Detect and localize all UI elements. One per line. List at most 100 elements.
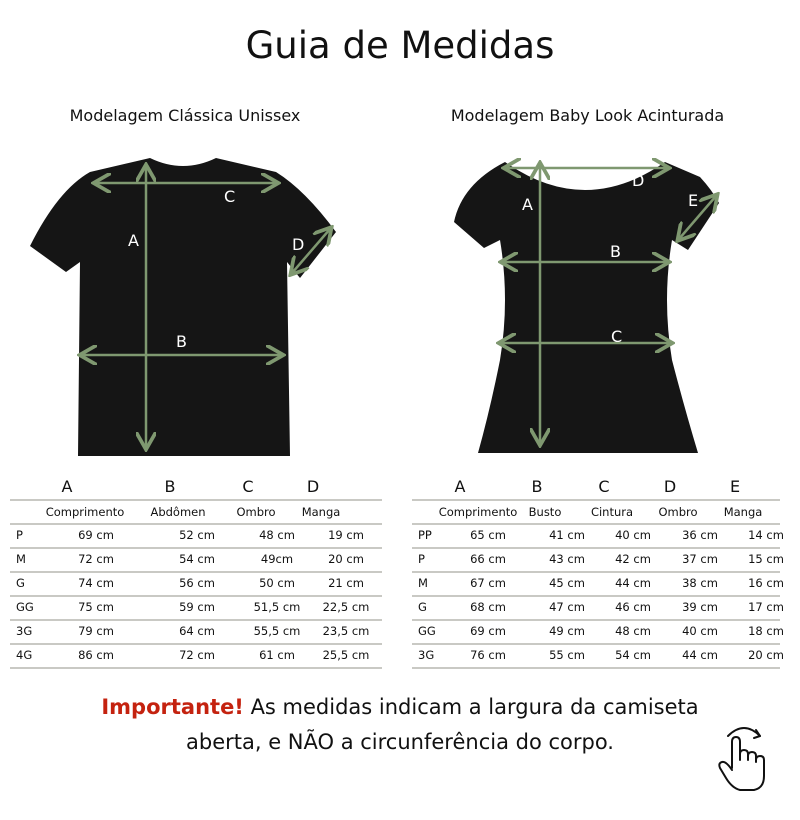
label-a: A <box>522 195 533 214</box>
measurement-value: 15 cm <box>748 552 784 566</box>
babylook-subtitle: Modelagem Baby Look Acinturada <box>450 106 725 125</box>
table-divider <box>412 523 780 525</box>
column-letter: D <box>306 477 320 496</box>
measurement-value: 49cm <box>260 552 294 566</box>
label-b: B <box>610 242 621 261</box>
measurement-value: 43 cm <box>549 552 585 566</box>
column-header: Comprimento <box>438 505 518 519</box>
measurement-value: 69 cm <box>470 624 506 638</box>
measurement-value: 45 cm <box>549 576 585 590</box>
measurement-value: 65 cm <box>470 528 506 542</box>
table-divider <box>412 643 780 645</box>
measurement-value: 41 cm <box>549 528 585 542</box>
table-divider <box>10 571 382 573</box>
column-header: Abdômen <box>150 505 206 519</box>
measurement-value: 76 cm <box>470 648 506 662</box>
column-letter: B <box>531 477 543 496</box>
measurement-value: 56 cm <box>179 576 215 590</box>
column-header: Manga <box>723 505 763 519</box>
column-header: Busto <box>528 505 562 519</box>
column-header: Ombro <box>658 505 698 519</box>
table-divider <box>10 643 382 645</box>
page-title: Guia de Medidas <box>245 24 555 67</box>
measurement-value: 86 cm <box>78 648 114 662</box>
measurement-value: 25,5 cm <box>322 648 370 662</box>
hand-swipe-icon <box>718 727 765 791</box>
note-line2: aberta, e NÃO a circunferência do corpo. <box>186 730 614 754</box>
table-divider <box>10 499 382 501</box>
measurement-value: 68 cm <box>470 600 506 614</box>
babylook-arrows <box>501 165 716 443</box>
measurement-value: 75 cm <box>78 600 114 614</box>
table-divider <box>10 523 382 525</box>
column-header: Ombro <box>236 505 276 519</box>
classic-subtitle: Modelagem Clássica Unissex <box>69 106 301 125</box>
column-header: Cintura <box>590 505 634 519</box>
column-header: Manga <box>301 505 341 519</box>
measurement-value: 39 cm <box>682 600 718 614</box>
measurement-value: 51,5 cm <box>253 600 301 614</box>
measurement-value: 52 cm <box>179 528 215 542</box>
column-letter: B <box>164 477 176 496</box>
measurement-value: 67 cm <box>470 576 506 590</box>
measurement-value: 16 cm <box>748 576 784 590</box>
measurement-value: 21 cm <box>328 576 364 590</box>
measurement-value: 66 cm <box>470 552 506 566</box>
important-label: Importante! <box>101 695 244 719</box>
measurement-value: 44 cm <box>682 648 718 662</box>
size-label: 3G <box>418 648 435 662</box>
measurement-value: 49 cm <box>549 624 585 638</box>
size-label: G <box>418 600 427 614</box>
table-divider <box>412 667 780 669</box>
size-label: M <box>418 576 428 590</box>
measurement-value: 55 cm <box>549 648 585 662</box>
measurement-value: 37 cm <box>682 552 718 566</box>
table-divider <box>10 619 382 621</box>
measurement-value: 18 cm <box>748 624 784 638</box>
measurement-value: 61 cm <box>259 648 295 662</box>
measurement-value: 74 cm <box>78 576 114 590</box>
table-divider <box>412 499 780 501</box>
measurement-value: 79 cm <box>78 624 114 638</box>
measurement-value: 40 cm <box>682 624 718 638</box>
size-label: 3G <box>16 624 33 638</box>
column-letter: A <box>61 477 73 496</box>
column-letter: D <box>663 477 677 496</box>
table-divider <box>10 547 382 549</box>
column-letter: E <box>729 477 741 496</box>
table-divider <box>412 571 780 573</box>
table-divider <box>412 595 780 597</box>
measurement-value: 72 cm <box>78 552 114 566</box>
babylook-tshirt <box>454 162 719 453</box>
label-e: E <box>688 191 698 210</box>
table-divider <box>412 547 780 549</box>
measurement-value: 64 cm <box>179 624 215 638</box>
size-label: 4G <box>16 648 33 662</box>
measurement-value: 22,5 cm <box>322 600 370 614</box>
column-letter: A <box>454 477 466 496</box>
table-divider <box>10 667 382 669</box>
column-header: Comprimento <box>45 505 125 519</box>
size-label: PP <box>418 528 432 542</box>
classic-arrows <box>82 167 330 447</box>
measurement-value: 17 cm <box>748 600 784 614</box>
measurement-value: 40 cm <box>615 528 651 542</box>
shirt-diagrams: A B C D A D B C E <box>30 158 800 456</box>
measurement-value: 20 cm <box>328 552 364 566</box>
measurement-value: 44 cm <box>615 576 651 590</box>
size-label: GG <box>16 600 34 614</box>
size-label: GG <box>418 624 436 638</box>
measurement-value: 72 cm <box>179 648 215 662</box>
important-note: Importante! As medidas indicam a largura… <box>0 695 800 719</box>
measurement-value: 54 cm <box>179 552 215 566</box>
label-c: C <box>224 187 235 206</box>
table-divider <box>10 595 382 597</box>
label-a: A <box>128 231 139 250</box>
measurement-value: 42 cm <box>615 552 651 566</box>
measurement-value: 59 cm <box>179 600 215 614</box>
measurement-value: 69 cm <box>78 528 114 542</box>
classic-tshirt <box>30 158 336 456</box>
column-letter: C <box>598 477 610 496</box>
measurement-value: 14 cm <box>748 528 784 542</box>
